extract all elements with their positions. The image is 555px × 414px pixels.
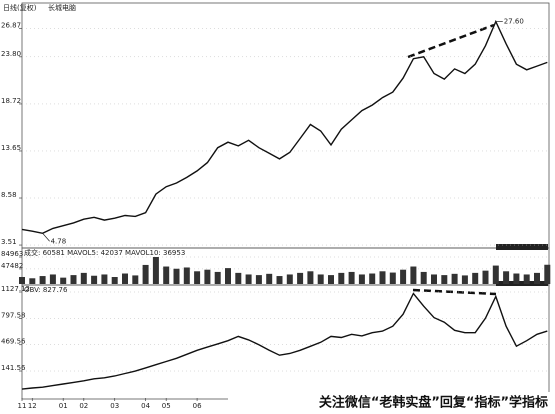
label-leader	[42, 233, 50, 242]
volume-bar	[461, 275, 468, 284]
y-tick-label: 3.51	[1, 238, 17, 246]
volume-bar	[420, 271, 427, 284]
y-tick-label: 8.58	[1, 191, 17, 199]
value-label: 27.60	[504, 18, 524, 26]
volume-bar	[266, 273, 273, 284]
x-tick-label: 05	[162, 402, 171, 410]
volume-bar	[225, 268, 231, 284]
y-tick-label: 18.72	[1, 97, 21, 105]
volume-bar	[451, 273, 458, 284]
volume-bar	[39, 276, 46, 284]
volume-bar	[523, 274, 530, 284]
volume-bar	[400, 269, 407, 284]
series-line	[21, 292, 548, 390]
scroll-box	[496, 281, 548, 286]
volume-bar	[255, 275, 262, 284]
y-tick-label: 47482	[1, 262, 23, 270]
y-tick-label: 469.56	[1, 338, 26, 346]
volume-bar	[152, 257, 159, 284]
volume-bar	[307, 271, 314, 284]
watermark: 关注微信“老韩实盘”回复“指标”学指标	[319, 395, 548, 411]
volume-bar	[132, 275, 139, 284]
volume-bar	[534, 272, 540, 284]
volume-bar	[80, 272, 87, 284]
volume-bar	[194, 271, 201, 284]
x-tick-label: 12	[28, 402, 37, 410]
volume-bar	[286, 274, 293, 284]
volume-bar	[544, 264, 551, 284]
y-tick-label: 1127.12	[1, 285, 30, 293]
y-tick-label: 141.56	[1, 364, 26, 372]
x-tick-label: 01	[59, 402, 68, 410]
trend-line	[412, 288, 497, 296]
volume-bar	[513, 273, 520, 284]
volume-bar	[441, 275, 448, 284]
volume-bar	[328, 275, 334, 284]
volume-bar	[60, 277, 67, 284]
series-line	[21, 19, 548, 235]
volume-bar	[142, 264, 149, 284]
volume-bar	[101, 274, 108, 284]
volume-bar	[472, 272, 479, 284]
value-label: 4.78	[51, 237, 67, 245]
volume-bar	[348, 271, 355, 284]
stock-name: 长城电脑	[48, 3, 76, 12]
volume-header: 成交: 60581 MAVOL5: 42037 MAVOL10: 36953	[24, 248, 185, 257]
volume-bar	[245, 274, 252, 284]
x-tick-label: 11	[18, 402, 27, 410]
volume-bar	[214, 271, 221, 284]
volume-bar	[70, 275, 77, 284]
y-tick-label: 13.65	[1, 144, 21, 152]
indicator-header: OBV: 827.76	[24, 286, 68, 294]
y-tick-label: 23.80	[1, 50, 21, 58]
y-tick-label: 797.58	[1, 311, 26, 319]
volume-bar	[91, 275, 98, 284]
scroll-box	[496, 244, 548, 250]
volume-bar	[338, 272, 345, 284]
volume-bar	[317, 274, 324, 284]
volume-bar	[492, 265, 499, 284]
volume-bar	[389, 272, 396, 284]
chart-title: 日线(复权)	[3, 3, 37, 12]
volume-bar	[410, 266, 417, 284]
volume-bar	[276, 276, 283, 284]
volume-bar	[503, 271, 510, 284]
volume-bar	[183, 267, 190, 284]
volume-bar	[19, 277, 25, 284]
volume-bar	[111, 277, 118, 284]
volume-bar	[358, 274, 365, 284]
volume-bar	[482, 270, 489, 284]
trend-line	[407, 23, 495, 59]
volume-bar	[204, 269, 211, 284]
y-tick-label: 26.87	[1, 21, 21, 29]
volume-bar	[379, 271, 386, 284]
x-tick-label: 04	[141, 402, 150, 410]
volume-bar	[49, 274, 56, 284]
volume-bar	[235, 272, 242, 284]
volume-bar	[122, 273, 128, 284]
volume-bar	[369, 273, 376, 284]
volume-bar	[297, 272, 304, 284]
volume-bar	[173, 268, 180, 284]
volume-bar	[431, 274, 437, 284]
x-tick-label: 06	[193, 402, 202, 410]
y-tick-label: 84963	[1, 250, 23, 258]
x-tick-label: 03	[110, 402, 119, 410]
watermark-bg	[228, 392, 555, 414]
x-tick-label: 02	[79, 402, 88, 410]
volume-bar	[29, 278, 36, 284]
volume-bar	[163, 266, 170, 284]
